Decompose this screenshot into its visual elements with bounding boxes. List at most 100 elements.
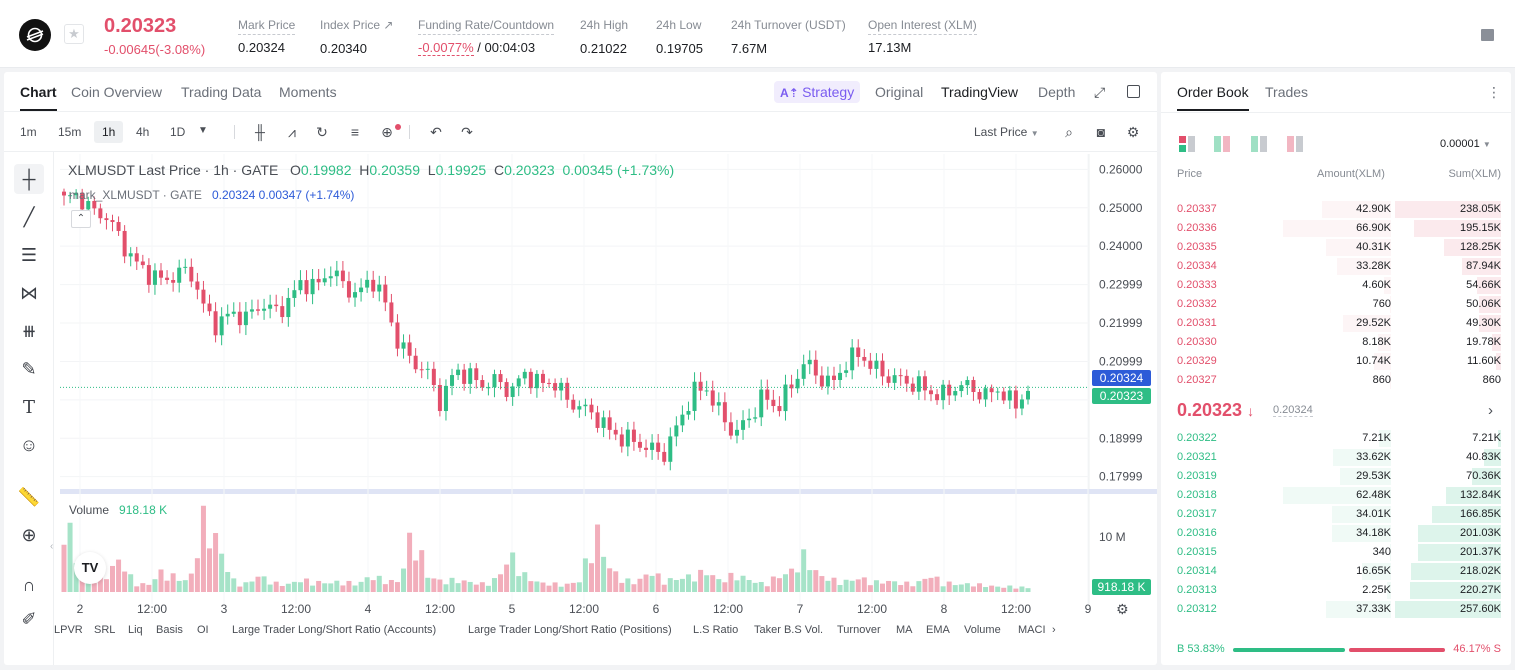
ask-row[interactable]: 0.20335 40.31K 128.25K [1177, 238, 1501, 257]
tab-order-book[interactable]: Order Book [1177, 84, 1249, 111]
ruler-icon[interactable]: 📏 [17, 486, 41, 507]
lock-draw-icon[interactable]: ✐ [21, 608, 37, 629]
indicator-1[interactable]: SRL [94, 624, 116, 636]
indicator-9[interactable]: Turnover [837, 624, 881, 636]
bid-row[interactable]: 0.20318 62.48K 132.84K [1177, 486, 1501, 505]
view-depth[interactable]: Depth [1038, 84, 1076, 100]
indicators-icon[interactable]: ⩘ [288, 124, 296, 140]
price-chart[interactable]: 0.26000 0.25000 0.24000 0.22999 0.21999 0.209… [4, 72, 1157, 665]
stat-label[interactable]: Funding Rate/Countdown [418, 18, 555, 35]
favorite-star-icon[interactable]: ★ [64, 24, 84, 44]
timeframe-dropdown-icon[interactable]: ▼ [198, 125, 208, 136]
volume-bar [595, 524, 601, 592]
precision-select[interactable]: 0.00001 ▼ [1440, 138, 1491, 150]
ask-row[interactable]: 0.20332 760 50.06K [1177, 295, 1501, 314]
indicator-11[interactable]: EMA [926, 624, 950, 636]
volume-bar [382, 584, 388, 592]
indicator-8[interactable]: Taker B.S Vol. [754, 624, 824, 636]
ask-row[interactable]: 0.20334 33.28K 87.94K [1177, 257, 1501, 276]
indicator-5[interactable]: Large Trader Long/Short Ratio (Accounts) [232, 624, 437, 636]
bid-row[interactable]: 0.20317 34.01K 166.85K [1177, 505, 1501, 524]
timeframe-4h[interactable]: 4h [136, 125, 150, 139]
ask-row[interactable]: 0.20333 4.60K 54.66K [1177, 276, 1501, 295]
indicator-0[interactable]: LPVR [54, 624, 83, 636]
replay-icon[interactable]: ↻ [316, 124, 328, 140]
scroll-left-icon[interactable]: ‹ [50, 541, 54, 552]
pattern-icon[interactable]: ⋈ [20, 282, 38, 303]
tradingview-logo-icon[interactable]: TV [74, 552, 106, 584]
stat-label[interactable]: Mark Price [238, 18, 296, 35]
candle-type-icon[interactable]: ╫ [255, 124, 265, 140]
book-icon[interactable] [1481, 29, 1494, 41]
collapse-legend-icon[interactable]: ⌃ [71, 210, 91, 228]
indicator-4[interactable]: OI [197, 624, 209, 636]
volume-bar [407, 532, 413, 592]
tab-trades[interactable]: Trades [1265, 84, 1309, 100]
view-asks-icon[interactable] [1287, 136, 1303, 157]
view-tradingview[interactable]: TradingView [941, 84, 1019, 100]
view-both-icon[interactable] [1179, 136, 1195, 157]
crosshair-icon[interactable]: ┼ [14, 164, 44, 194]
indicator-2[interactable]: Liq [128, 624, 143, 636]
indicator-3[interactable]: Basis [156, 624, 183, 636]
bid-row[interactable]: 0.20314 16.65K 218.02K [1177, 562, 1501, 581]
bid-row[interactable]: 0.20315 340 201.37K [1177, 543, 1501, 562]
bid-row[interactable]: 0.20321 33.62K 40.83K [1177, 448, 1501, 467]
ask-row[interactable]: 0.20330 8.18K 19.78K [1177, 333, 1501, 352]
redo-icon[interactable]: ↷ [461, 124, 473, 140]
trendline-icon[interactable]: ╱ [23, 206, 35, 227]
more-options-icon[interactable]: ⋮ [1487, 84, 1501, 100]
alert-add-icon[interactable]: ⊕ [381, 124, 393, 140]
volume-bar [855, 579, 861, 592]
indicator-6[interactable]: Large Trader Long/Short Ratio (Positions… [468, 624, 672, 636]
row-amount: 29.52K [1356, 317, 1391, 329]
ask-row[interactable]: 0.20327 860 860 [1177, 371, 1501, 390]
horizontal-lines-icon[interactable]: ☰ [20, 244, 38, 265]
view-bids-icon[interactable] [1214, 136, 1230, 157]
bid-row[interactable]: 0.20319 29.53K 70.36K [1177, 467, 1501, 486]
timeframe-1m[interactable]: 1m [20, 125, 37, 139]
search-icon[interactable]: ⌕ [1065, 124, 1073, 140]
tab-trading-data[interactable]: Trading Data [181, 84, 262, 100]
timeframe-1d[interactable]: 1D [170, 125, 186, 139]
camera-icon[interactable]: ◙ [1096, 124, 1106, 140]
bid-row[interactable]: 0.20316 34.18K 201.03K [1177, 524, 1501, 543]
indicator-7[interactable]: L.S Ratio [693, 624, 739, 636]
text-tool-icon[interactable]: T [22, 396, 35, 418]
fib-icon[interactable]: ⧻ [21, 320, 37, 341]
tab-moments[interactable]: Moments [279, 84, 337, 100]
timeframe-15m[interactable]: 15m [58, 125, 82, 139]
ask-row[interactable]: 0.20329 10.74K 11.60K [1177, 352, 1501, 371]
indicator-10[interactable]: MA [896, 624, 913, 636]
candle-body [201, 289, 206, 304]
indicator-13[interactable]: MACI [1018, 624, 1046, 636]
axis-settings-icon[interactable]: ⚙ [1116, 601, 1129, 617]
strategy-button[interactable]: A⇡ Strategy [774, 81, 861, 103]
undo-icon[interactable]: ↶ [430, 124, 442, 140]
bid-row[interactable]: 0.20312 37.33K 257.60K [1177, 600, 1501, 619]
bid-row[interactable]: 0.20322 7.21K 7.21K [1177, 429, 1501, 448]
chevron-right-icon[interactable]: › [1488, 402, 1493, 419]
window-icon[interactable] [1127, 85, 1140, 98]
emoji-icon[interactable]: ☺ [19, 434, 39, 455]
tab-chart[interactable]: Chart [20, 84, 57, 111]
templates-icon[interactable]: ≡ [350, 124, 360, 140]
tab-coin-overview[interactable]: Coin Overview [71, 84, 163, 100]
expand-icon[interactable]: ⤢ [1094, 84, 1106, 100]
indicator-12[interactable]: Volume [964, 624, 1001, 636]
ask-row[interactable]: 0.20336 66.90K 195.15K [1177, 219, 1501, 238]
view-green-icon[interactable] [1251, 136, 1267, 157]
stat-label[interactable]: Index Price ↗ [320, 18, 394, 32]
stat-label[interactable]: Open Interest (XLM) [868, 18, 977, 35]
ask-row[interactable]: 0.20331 29.52K 49.30K [1177, 314, 1501, 333]
view-original[interactable]: Original [875, 84, 924, 100]
brush-icon[interactable]: ✎ [21, 358, 37, 379]
gear-icon[interactable]: ⚙ [1126, 124, 1140, 140]
bid-row[interactable]: 0.20313 2.25K 220.27K [1177, 581, 1501, 600]
zoom-in-icon[interactable]: ⊕ [21, 524, 37, 545]
timeframe-1h[interactable]: 1h [94, 121, 124, 143]
ask-row[interactable]: 0.20337 42.90K 238.05K [1177, 200, 1501, 219]
chevron-right-icon[interactable]: › [1052, 624, 1056, 636]
magnet-icon[interactable]: ∩ [22, 574, 36, 595]
price-type-select[interactable]: Last Price ▼ [974, 125, 1039, 139]
